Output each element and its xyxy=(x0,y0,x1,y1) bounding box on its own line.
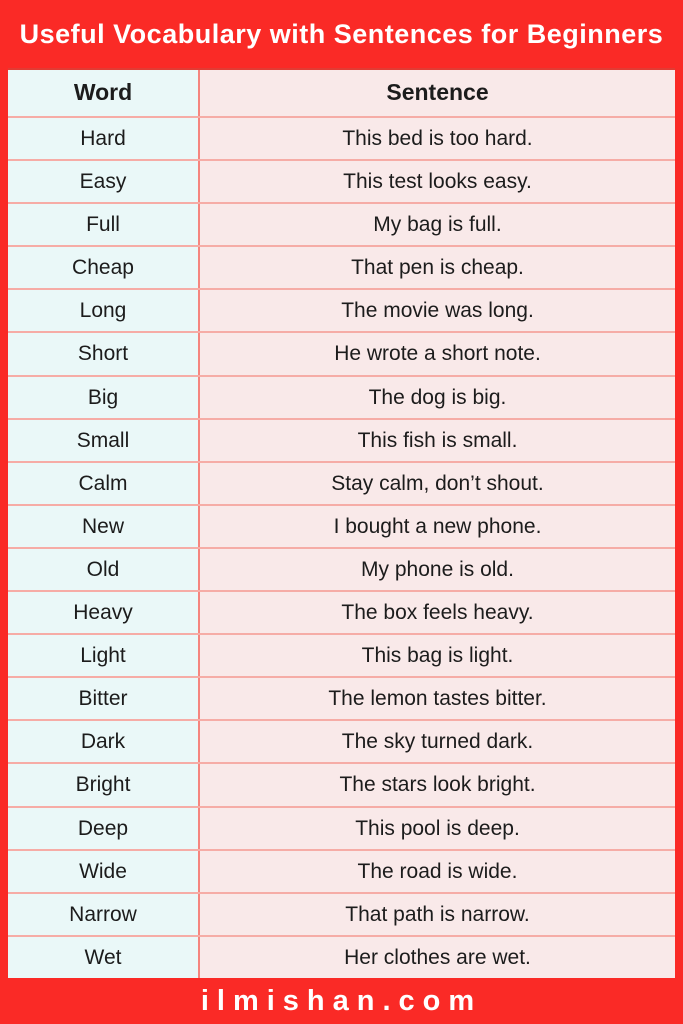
table-row: Wide The road is wide. xyxy=(8,848,675,892)
sentence-cell: The road is wide. xyxy=(200,850,675,892)
sentence-cell: The dog is big. xyxy=(200,376,675,418)
sentence-cell: The sky turned dark. xyxy=(200,721,675,763)
sentence-cell: The lemon tastes bitter. xyxy=(200,678,675,720)
table-row: Short He wrote a short note. xyxy=(8,331,675,375)
sentence-cell: I bought a new phone. xyxy=(200,505,675,547)
word-cell: Bright xyxy=(8,764,200,806)
word-cell: Full xyxy=(8,204,200,246)
column-header-word: Word xyxy=(8,70,200,116)
site-watermark: ilmishan.com xyxy=(200,984,483,1017)
table-row: New I bought a new phone. xyxy=(8,503,675,547)
table-row: Heavy The box feels heavy. xyxy=(8,590,675,634)
table-row: Narrow That path is narrow. xyxy=(8,891,675,935)
table-row: Light This bag is light. xyxy=(8,633,675,677)
word-cell: Cheap xyxy=(8,247,200,289)
word-cell: Wet xyxy=(8,936,200,978)
table-body: Hard This bed is too hard. Easy This tes… xyxy=(8,116,675,978)
sentence-cell: This bag is light. xyxy=(200,635,675,677)
table-row: Wet Her clothes are wet. xyxy=(8,934,675,978)
column-header-sentence: Sentence xyxy=(200,70,675,116)
word-cell: Calm xyxy=(8,462,200,504)
word-cell: Wide xyxy=(8,850,200,892)
sentence-cell: This bed is too hard. xyxy=(200,118,675,160)
table-row: Easy This test looks easy. xyxy=(8,159,675,203)
sentence-cell: The stars look bright. xyxy=(200,764,675,806)
table-row: Deep This pool is deep. xyxy=(8,805,675,849)
word-cell: Big xyxy=(8,376,200,418)
sentence-cell: This pool is deep. xyxy=(200,807,675,849)
table-row: Full My bag is full. xyxy=(8,202,675,246)
word-cell: Deep xyxy=(8,807,200,849)
sentence-cell: That pen is cheap. xyxy=(200,247,675,289)
word-cell: Small xyxy=(8,419,200,461)
vocabulary-table: Word Sentence Hard This bed is too hard.… xyxy=(8,68,675,978)
word-cell: Short xyxy=(8,333,200,375)
word-cell: Hard xyxy=(8,118,200,160)
table-row: Bright The stars look bright. xyxy=(8,762,675,806)
sentence-cell: This test looks easy. xyxy=(200,161,675,203)
table-row: Big The dog is big. xyxy=(8,374,675,418)
page-title: Useful Vocabulary with Sentences for Beg… xyxy=(19,18,664,49)
sentence-cell: My bag is full. xyxy=(200,204,675,246)
word-cell: New xyxy=(8,505,200,547)
sentence-cell: Her clothes are wet. xyxy=(200,936,675,978)
table-row: Calm Stay calm, don’t shout. xyxy=(8,460,675,504)
sentence-cell: The box feels heavy. xyxy=(200,592,675,634)
word-cell: Easy xyxy=(8,161,200,203)
word-cell: Old xyxy=(8,548,200,591)
word-cell: Bitter xyxy=(8,678,200,720)
table-row: Old My phone is old. xyxy=(8,546,675,591)
table-row: Dark The sky turned dark. xyxy=(8,719,675,763)
sentence-cell: My phone is old. xyxy=(200,548,675,591)
table-row: Hard This bed is too hard. xyxy=(8,116,675,160)
word-cell: Long xyxy=(8,290,200,332)
sentence-cell: This fish is small. xyxy=(200,419,675,461)
table-header-row: Word Sentence xyxy=(8,70,675,116)
sentence-cell: Stay calm, don’t shout. xyxy=(200,462,675,504)
table-row: Long The movie was long. xyxy=(8,288,675,332)
table-row: Cheap That pen is cheap. xyxy=(8,245,675,289)
footer-band: ilmishan.com xyxy=(0,978,683,1024)
sentence-cell: That path is narrow. xyxy=(200,893,675,935)
word-cell: Heavy xyxy=(8,592,200,634)
word-cell: Narrow xyxy=(8,893,200,935)
sentence-cell: He wrote a short note. xyxy=(200,333,675,375)
title-band: Useful Vocabulary with Sentences for Beg… xyxy=(0,0,683,68)
word-cell: Dark xyxy=(8,721,200,763)
table-row: Bitter The lemon tastes bitter. xyxy=(8,676,675,720)
sentence-cell: The movie was long. xyxy=(200,290,675,332)
table-row: Small This fish is small. xyxy=(8,417,675,461)
word-cell: Light xyxy=(8,635,200,677)
